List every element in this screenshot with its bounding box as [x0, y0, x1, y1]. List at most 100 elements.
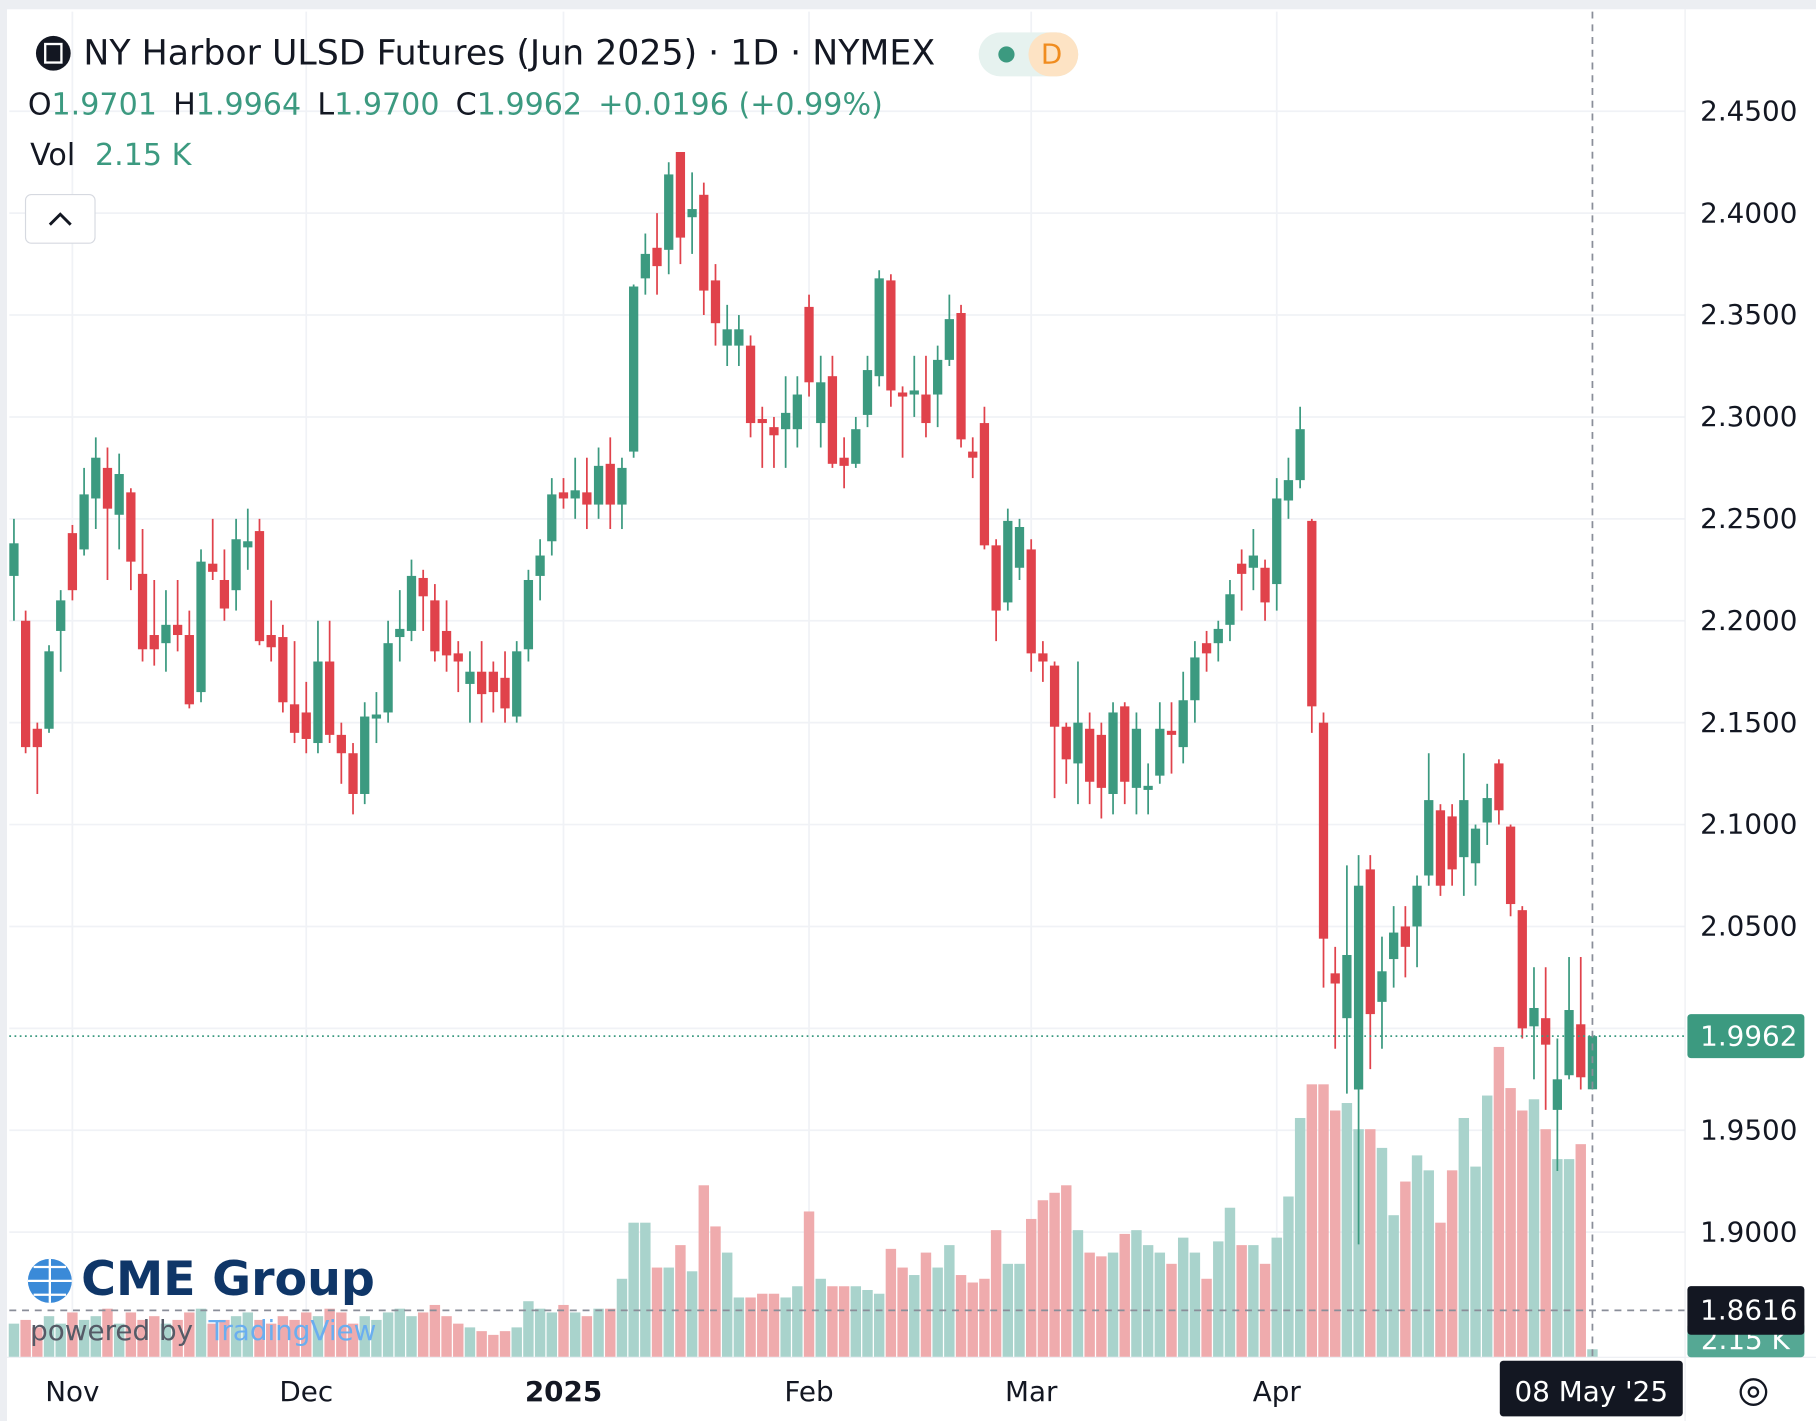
volume-bar: [1376, 1147, 1388, 1358]
volume-bar: [312, 1316, 324, 1358]
volume-bar: [1236, 1245, 1247, 1358]
candle-body: [1096, 734, 1106, 788]
settings-icon[interactable]: [1739, 1378, 1768, 1406]
volume-bar: [1248, 1245, 1259, 1358]
candle-body: [745, 345, 756, 424]
candle-body: [652, 247, 662, 267]
candle-body: [360, 716, 370, 794]
volume-bar: [1154, 1252, 1166, 1358]
powered-by: powered by: [30, 1314, 193, 1347]
collapse-button[interactable]: [24, 193, 96, 244]
candle-body: [1459, 800, 1469, 858]
symbol-icon-glyph: [44, 42, 63, 64]
volume-bar: [265, 1323, 277, 1358]
volume-bar: [499, 1331, 511, 1358]
volume-bar: [488, 1334, 499, 1358]
candle-body: [313, 661, 323, 744]
candle-body: [769, 427, 779, 436]
candle-body: [874, 278, 884, 377]
volume-value: 2.15 K: [95, 138, 193, 173]
candle-body: [1038, 653, 1048, 662]
crosshair-date-label: 08 May '25: [1515, 1375, 1668, 1408]
volume-bar: [780, 1297, 791, 1358]
volume-bar: [1411, 1155, 1423, 1358]
candle-body: [32, 728, 42, 748]
candle-body: [1424, 800, 1434, 876]
brand-globe-lines: [27, 1258, 72, 1303]
candle-body: [1517, 910, 1527, 1029]
candle-body: [1178, 700, 1188, 748]
candle-body: [1541, 1018, 1551, 1045]
candle-body: [593, 465, 604, 505]
candle-body: [1049, 665, 1060, 727]
candle-body: [1166, 730, 1177, 735]
candle-body: [1073, 722, 1083, 764]
volume-bar: [757, 1293, 768, 1358]
volume-bar: [207, 1323, 218, 1358]
candle-body: [886, 280, 896, 391]
candle-body: [243, 541, 253, 548]
candle-body: [336, 734, 346, 754]
candle-body: [254, 531, 265, 642]
y-tick-label: 2.3500: [1700, 298, 1797, 331]
candle-body: [781, 412, 791, 430]
volume-bar: [1481, 1095, 1493, 1358]
volume-bar: [359, 1316, 370, 1358]
volume-bar: [1458, 1117, 1470, 1358]
candle-body: [816, 382, 826, 424]
candle-body: [547, 494, 557, 542]
candle-body: [406, 575, 417, 631]
x-tick-label: Mar: [1005, 1375, 1058, 1408]
candle-body: [1143, 785, 1153, 790]
volume-bar: [698, 1185, 710, 1358]
volume-bar: [347, 1323, 359, 1358]
volume-bar: [1446, 1170, 1458, 1358]
crosshair-date-tag: [1499, 1360, 1683, 1417]
candle-body: [1248, 555, 1258, 568]
volume-bar: [792, 1286, 803, 1358]
volume-bar: [453, 1323, 464, 1358]
volume-bar: [1259, 1263, 1271, 1358]
volume-bar: [1388, 1215, 1399, 1358]
volume-bar: [616, 1278, 628, 1358]
volume-bar: [955, 1275, 967, 1358]
ohlc-legend: O1.9701 H1.9964 L1.9700 C1.9962 +0.0196 (+0.…: [28, 87, 883, 122]
candle-body: [1353, 885, 1364, 1090]
candle-body: [757, 418, 767, 424]
volume-bar: [137, 1319, 148, 1358]
volume-bar: [1142, 1245, 1154, 1358]
volume-bar: [1189, 1252, 1201, 1358]
candle-body: [289, 704, 300, 733]
candle-body: [1377, 971, 1387, 1002]
volume-bar: [1294, 1117, 1306, 1358]
chevron-up: [48, 212, 72, 226]
x-tick-label: Feb: [784, 1375, 833, 1408]
candle-body: [44, 651, 54, 729]
volume-bar: [768, 1293, 780, 1358]
candle-body: [629, 286, 639, 452]
volume-bar: [546, 1312, 558, 1358]
volume-bar: [324, 1308, 335, 1358]
volume-bar: [1283, 1196, 1294, 1358]
settings-icon-core: [1747, 1386, 1760, 1398]
volume-title: Vol: [30, 138, 75, 173]
candle-body: [687, 209, 697, 218]
legend-value: 1.9962: [477, 87, 582, 122]
volume-bar: [78, 1319, 90, 1358]
candle-body: [1365, 869, 1375, 1015]
candle-body: [1213, 628, 1223, 644]
volume-bar: [1061, 1185, 1072, 1358]
candle-body: [956, 313, 966, 440]
volume-bar: [1177, 1237, 1189, 1358]
candle-body: [208, 563, 218, 572]
candle-body: [991, 545, 1001, 611]
candle-body: [430, 600, 440, 652]
volume-bar: [382, 1312, 394, 1358]
candles: [9, 152, 1598, 1245]
volume-bar: [721, 1252, 733, 1358]
volume-bar: [885, 1248, 897, 1358]
volume-bar: [1423, 1170, 1434, 1358]
volume-bar: [464, 1327, 476, 1358]
volume-bar: [827, 1286, 838, 1358]
volume-bar: [1271, 1237, 1282, 1358]
